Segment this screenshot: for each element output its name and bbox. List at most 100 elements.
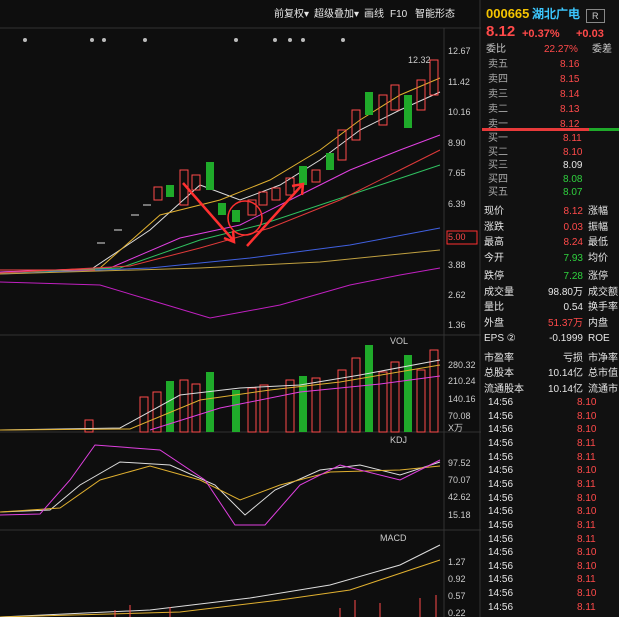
stat-label: 涨跌	[484, 221, 504, 233]
axis-label: 1.36	[448, 320, 466, 330]
toolbar-item[interactable]: 智能形态	[415, 9, 455, 20]
axis-label: 210.24	[448, 376, 476, 386]
ask-label: 卖一	[488, 119, 508, 130]
axis-label: 6.39	[448, 199, 466, 209]
axis-label: 97.52	[448, 458, 471, 468]
trade-price: 8.11	[577, 601, 596, 613]
axis-label: 5.00	[448, 232, 466, 242]
bid-label: 买二	[488, 146, 508, 158]
axis-label: 1.27	[448, 557, 466, 567]
trade-price: 8.10	[577, 465, 597, 477]
trade-price: 8.10	[577, 560, 597, 572]
stat-label: 涨停	[588, 271, 608, 282]
stat-label: 流通股本	[484, 383, 524, 395]
bid-label: 买四	[488, 173, 508, 185]
bid-price: 8.11	[563, 133, 582, 144]
axis-label: 11.42	[448, 77, 470, 87]
trade-time: 14:56	[488, 519, 514, 531]
ask-price: 8.14	[560, 89, 580, 100]
trade-time: 14:56	[488, 437, 514, 449]
axis-label: 15.18	[448, 510, 471, 520]
axis-label: 0.57	[448, 591, 466, 601]
kdj-lines	[0, 444, 441, 526]
axis-label: 3.88	[448, 260, 466, 270]
trade-time: 14:56	[488, 478, 514, 490]
stat-label: 成交量	[484, 286, 514, 298]
event-dots	[23, 38, 345, 42]
stat-label: 跌停	[484, 271, 504, 282]
stock-code: 000665	[486, 6, 530, 21]
trade-price: 8.10	[577, 397, 597, 408]
axis-label: 2.62	[448, 290, 466, 300]
candles-down	[166, 92, 412, 222]
stat-label: 量比	[484, 302, 504, 313]
stat-value: 7.28	[563, 271, 583, 282]
trade-time: 14:56	[488, 451, 514, 463]
stat-label: 外盘	[484, 317, 504, 329]
stat-label: 现价	[484, 206, 504, 217]
trade-time: 14:56	[488, 547, 514, 559]
axis-label: X万	[448, 423, 464, 433]
stat-label: 总股本	[484, 368, 514, 379]
trade-time: 14:56	[488, 588, 514, 600]
stock-name: 湖北广电	[532, 7, 581, 21]
panel-title: KDJ	[390, 435, 408, 445]
toolbar-item[interactable]: 画线	[364, 9, 384, 20]
bg	[0, 0, 481, 617]
axis-label: 0.22	[448, 608, 466, 617]
bid-price: 8.08	[563, 173, 583, 185]
stat-label: 振幅	[588, 221, 608, 233]
panel-title: VOL	[390, 336, 409, 346]
ratio: 22.27%	[544, 44, 578, 55]
trade-time: 14:56	[488, 533, 514, 545]
ask-label: 卖五	[488, 59, 508, 70]
stat-label: EPS ②	[484, 333, 516, 344]
stat-label: 总市值	[588, 368, 618, 379]
ask-label: 卖三	[488, 89, 508, 100]
trade-price: 8.10	[577, 547, 597, 559]
bid-price: 8.09	[563, 160, 583, 171]
trade-time: 14:56	[488, 574, 514, 586]
candles	[0, 59, 439, 271]
bid-price: 8.07	[563, 187, 583, 198]
trade-time: 14:56	[488, 424, 514, 436]
axis-label: 70.07	[448, 475, 471, 485]
axis-label: 8.90	[448, 138, 466, 148]
axis-label: 7.65	[448, 168, 466, 178]
bid-label: 买三	[488, 160, 508, 171]
stat-value: 10.14亿	[547, 383, 583, 395]
stat-value: 8.24	[563, 237, 583, 248]
stat-label: 流通市	[588, 383, 618, 395]
stat-value: 0.54	[563, 302, 583, 313]
bid-price: 8.10	[563, 146, 583, 158]
stat-label: 均价	[588, 252, 608, 264]
charts	[0, 0, 481, 617]
trade-time: 14:56	[488, 397, 514, 408]
change-pct: +0.37%	[522, 28, 560, 40]
stat-label: 今开	[484, 252, 504, 264]
ask-price: 8.13	[560, 104, 580, 115]
toolbar-item[interactable]: F10	[390, 9, 408, 20]
separators	[0, 0, 481, 617]
bid-label: 买一	[488, 133, 508, 144]
trade-time: 14:56	[488, 465, 514, 477]
trade-price: 8.11	[577, 437, 596, 449]
bid-ask-bar	[482, 128, 619, 131]
trade-price: 8.11	[577, 533, 596, 545]
axis-label: 140.16	[448, 394, 476, 404]
volume-bars	[0, 345, 441, 433]
trade-price: 8.10	[577, 410, 597, 422]
stat-value: 亏损	[563, 352, 583, 364]
change: +0.03	[576, 28, 604, 40]
stat-value: -0.1999	[549, 333, 583, 344]
trade-time: 14:56	[488, 560, 514, 572]
toolbar-item[interactable]: 前复权▾	[274, 9, 310, 20]
axis-label: 42.62	[448, 492, 471, 502]
trade-time: 14:56	[488, 410, 514, 422]
badge[interactable]: R	[586, 9, 605, 23]
ask-label: 卖四	[488, 74, 508, 85]
stat-value: 10.14亿	[547, 368, 583, 379]
toolbar-item[interactable]: 超级叠加▾	[314, 9, 360, 20]
trade-price: 8.10	[577, 492, 597, 504]
